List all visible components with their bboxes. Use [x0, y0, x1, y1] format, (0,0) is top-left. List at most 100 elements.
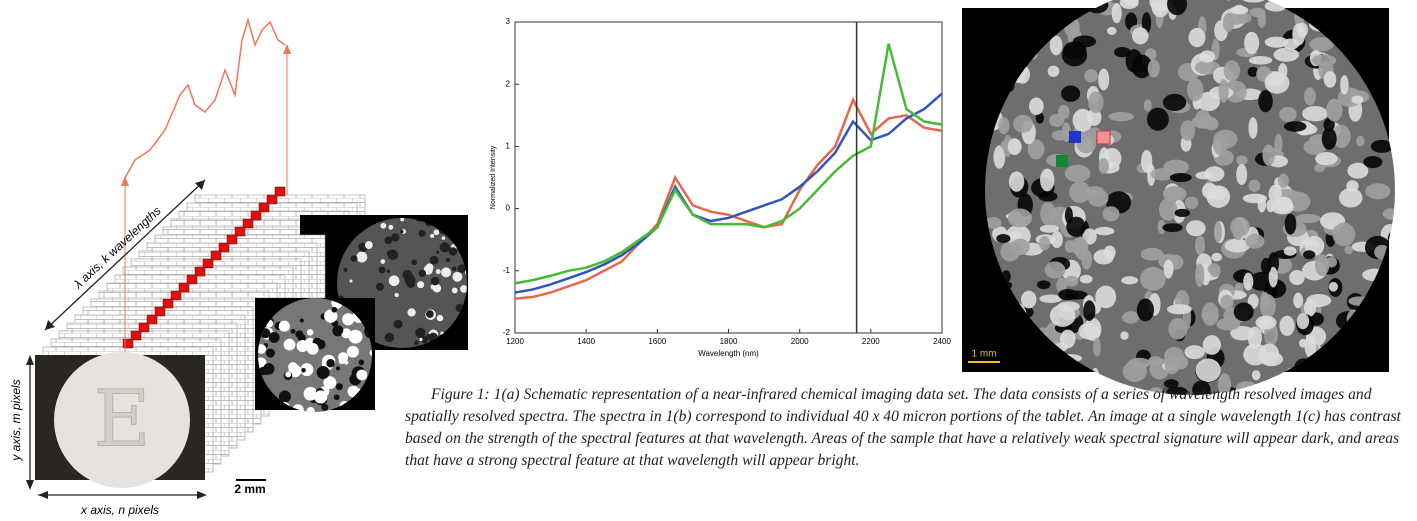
- speckle: [1259, 343, 1280, 365]
- speckle: [1257, 10, 1266, 29]
- speckle: [1162, 93, 1187, 112]
- speckle: [1114, 47, 1131, 58]
- speckle: [1061, 85, 1081, 102]
- speckle: [1365, 183, 1391, 200]
- pixel: [154, 306, 166, 317]
- speckle: [388, 224, 394, 230]
- speckle: [441, 267, 452, 278]
- speckle: [1210, 186, 1227, 201]
- speckle: [1035, 112, 1045, 124]
- speckle: [1039, 236, 1050, 251]
- speckle: [1194, 60, 1221, 75]
- x-tick-label: 2400: [933, 337, 951, 346]
- speckle: [1332, 124, 1351, 149]
- speckle: [342, 313, 355, 326]
- speckle: [460, 285, 467, 293]
- speckle: [1284, 213, 1297, 235]
- speckle: [1078, 322, 1100, 340]
- speckle: [1232, 220, 1244, 241]
- speckle: [316, 366, 330, 379]
- speckle: [1102, 206, 1120, 222]
- speckle: [1332, 222, 1356, 247]
- speckle: [1039, 224, 1060, 233]
- speckle: [1029, 97, 1044, 116]
- speckle: [1278, 173, 1289, 188]
- speckle: [306, 407, 315, 412]
- speckle: [1346, 180, 1359, 192]
- speckle: [1229, 6, 1249, 15]
- speckle: [1108, 111, 1135, 122]
- speckle: [1188, 27, 1206, 48]
- speckle: [1202, 335, 1221, 355]
- speckle: [430, 233, 435, 238]
- speckle: [391, 233, 400, 242]
- speckle: [1382, 208, 1395, 220]
- speckle: [1000, 241, 1021, 262]
- speckle: [1029, 0, 1045, 10]
- speckle: [1251, 370, 1261, 381]
- speckle: [1146, 107, 1169, 131]
- speckle: [1163, 379, 1179, 389]
- speckle: [1247, 66, 1259, 77]
- speckle: [295, 330, 304, 339]
- pixel: [226, 234, 238, 245]
- pixel: [202, 258, 214, 269]
- speckle: [335, 366, 341, 371]
- tablet: [54, 352, 190, 488]
- speckle: [1187, 78, 1204, 102]
- speckle: [445, 257, 451, 262]
- speckle: [399, 229, 404, 234]
- speckle: [1122, 311, 1140, 324]
- speckle: [1323, 117, 1335, 132]
- tablet-letter: E: [94, 375, 151, 465]
- speckle: [429, 255, 439, 265]
- y-tick-label: 0: [506, 204, 511, 213]
- pixel: [250, 210, 262, 221]
- speckle: [1260, 257, 1272, 275]
- y-tick-label: 1: [506, 142, 511, 151]
- speckle: [1289, 270, 1305, 286]
- pixel: [258, 202, 270, 213]
- speckle: [1167, 304, 1192, 315]
- speckle: [335, 383, 343, 391]
- speckle: [1014, 0, 1030, 3]
- red-roi: [1096, 130, 1111, 145]
- speckle: [1194, 235, 1206, 256]
- speckle: [394, 292, 399, 298]
- speckle: [1213, 133, 1228, 156]
- speckle: [1217, 373, 1232, 395]
- speckle: [326, 378, 333, 384]
- speckle: [1027, 139, 1045, 160]
- speckle: [1069, 181, 1091, 204]
- speckle: [415, 327, 426, 338]
- speckle: [306, 329, 314, 336]
- speckle: [439, 242, 450, 253]
- speckle: [1136, 298, 1154, 322]
- speckle: [1106, 26, 1117, 35]
- speckle: [1220, 294, 1234, 311]
- speckle: [1138, 64, 1150, 73]
- green-roi: [1056, 155, 1068, 167]
- speckle: [417, 281, 425, 289]
- speckle: [1064, 207, 1073, 224]
- speckle: [344, 360, 349, 365]
- caption: Figure 1: 1(a) Schematic representation …: [405, 386, 1401, 469]
- speckle: [448, 247, 458, 256]
- speckle: [1293, 292, 1304, 309]
- speckle: [1040, 202, 1056, 226]
- speckle: [433, 229, 440, 236]
- speckle: [1340, 75, 1349, 95]
- speckle: [296, 339, 309, 353]
- pixel: [170, 290, 182, 301]
- speckle: [1098, 68, 1110, 91]
- speckle: [326, 359, 335, 368]
- speckle: [1264, 36, 1289, 48]
- speckle: [1274, 133, 1283, 154]
- speckle: [1111, 2, 1122, 24]
- speckle: [1283, 121, 1307, 132]
- speckle: [1347, 162, 1369, 179]
- speckle: [1147, 59, 1160, 78]
- speckle: [1095, 285, 1117, 309]
- speckle: [300, 363, 314, 377]
